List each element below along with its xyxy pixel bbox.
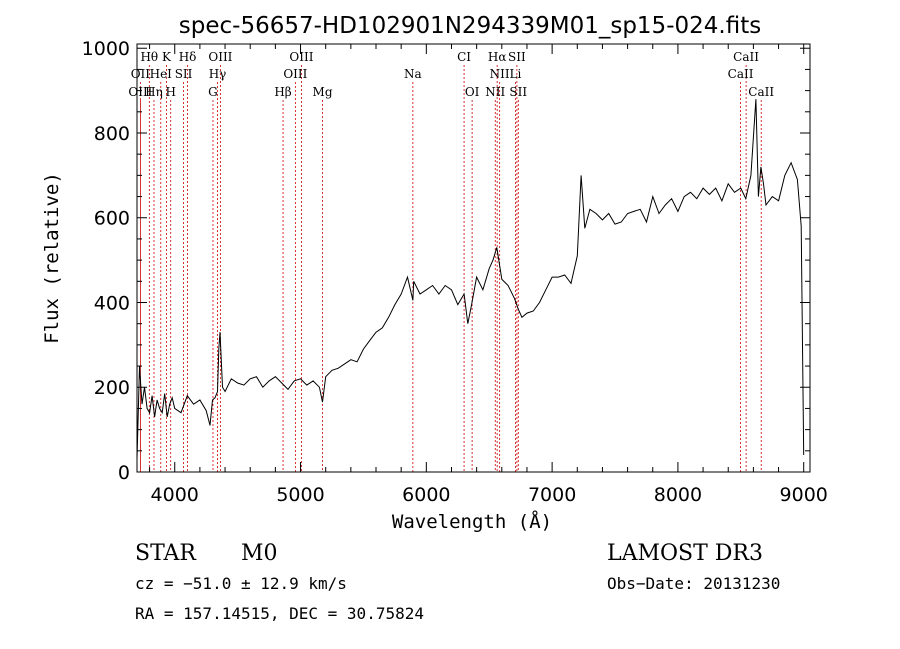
spectral-line-label: Hα <box>488 50 507 64</box>
spectral-line-label: Hδ <box>179 50 197 64</box>
spectral-line-label: Hβ <box>274 85 291 99</box>
spectral-line-label: Hθ <box>140 50 158 64</box>
spectral-line-label: CaII <box>748 85 774 99</box>
spectral-line-label: Hη <box>145 85 163 99</box>
spectral-line-label: Hγ <box>209 67 227 81</box>
spectral-line-label: OII <box>131 67 151 81</box>
y-tick-label: 200 <box>94 377 130 399</box>
x-tick-label: 9000 <box>780 484 828 506</box>
spectral-line-label: OIII <box>128 85 152 99</box>
y-tick-label: 1000 <box>82 38 130 60</box>
y-axis-ticks: 0 200 400 600 800 1000 <box>82 38 810 484</box>
spectral-line-label: SII <box>508 50 526 64</box>
survey-name: LAMOST DR3 <box>607 541 763 566</box>
spectral-line-label: NII <box>485 85 505 99</box>
spectral-line-label: OIII <box>283 67 307 81</box>
spectral-line-label: HeI <box>150 67 173 81</box>
spectral-line-label: Na <box>404 67 422 81</box>
spectral-line-label: OI <box>465 85 480 99</box>
spectral-line-label: CI <box>457 50 471 64</box>
spectral-line-label: NII <box>490 67 510 81</box>
x-axis-label: Wavelength (Å) <box>392 510 552 533</box>
x-tick-label: 4000 <box>151 484 199 506</box>
y-axis-label: Flux (relative) <box>41 172 63 344</box>
y-tick-label: 600 <box>94 208 130 230</box>
spectral-line-label: CaII <box>733 50 759 64</box>
spectral-line-label: Li <box>509 67 521 81</box>
spectral-line-label: OIII <box>289 50 313 64</box>
spectral-line-label: H <box>165 85 175 99</box>
redshift-velocity: cz = −51.0 ± 12.9 km/s <box>135 574 347 593</box>
ra-dec-coordinates: RA = 157.14515, DEC = 30.75824 <box>135 604 424 623</box>
x-tick-label: 7000 <box>528 484 576 506</box>
plot-frame <box>136 43 811 473</box>
x-axis-ticks: 4000 5000 6000 7000 8000 9000 <box>149 44 828 506</box>
object-subclass: M0 <box>241 541 278 566</box>
spectral-line-label: K <box>162 50 172 64</box>
observation-date: Obs−Date: 20131230 <box>607 574 780 593</box>
spectral-line-label: CaII <box>728 67 754 81</box>
y-tick-label: 400 <box>94 292 130 314</box>
spectral-line-label: SII <box>509 85 527 99</box>
y-tick-label: 0 <box>118 462 130 484</box>
x-tick-label: 5000 <box>276 484 324 506</box>
spectral-line-label: OIII <box>208 50 232 64</box>
spectrum-line <box>136 99 805 460</box>
x-tick-label: 6000 <box>402 484 450 506</box>
object-class: STAR <box>135 541 197 566</box>
chart-title: spec-56657-HD102901N294339M01_sp15-024.f… <box>179 13 761 39</box>
spectral-line-markers <box>139 65 762 472</box>
x-tick-label: 8000 <box>654 484 702 506</box>
spectral-line-label: SII <box>175 67 193 81</box>
spectral-line-label: Mg <box>313 85 333 99</box>
spectral-line-label: G <box>208 85 218 99</box>
y-tick-label: 800 <box>94 123 130 145</box>
